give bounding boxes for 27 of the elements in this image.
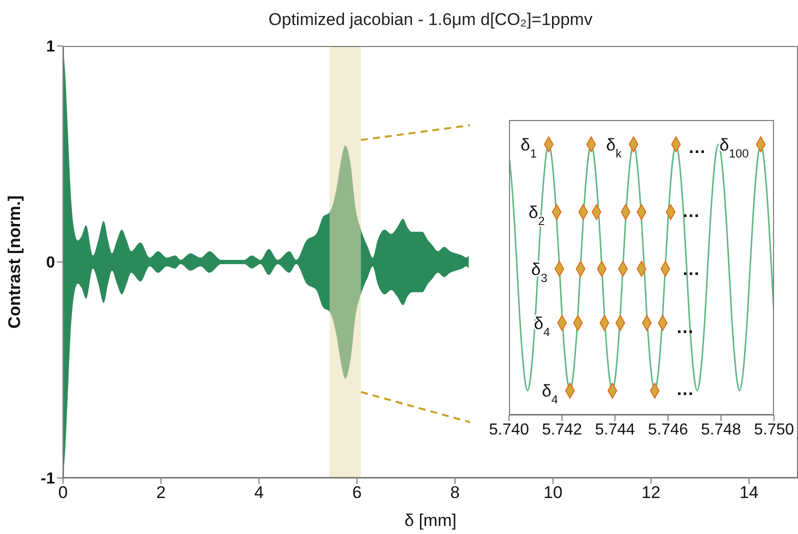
x-tick-label: 4	[254, 483, 264, 502]
chart-title: Optimized jacobian - 1.6μm d[CO₂]=1ppmv	[268, 10, 594, 30]
y-tick-label: 1	[46, 38, 56, 56]
annotation: δ$_{4}$	[542, 382, 558, 407]
y-tick-label: 0	[46, 254, 56, 272]
x-tick-label: 10	[544, 483, 562, 502]
x-tick-label: 14	[740, 483, 758, 502]
x-tick-label: 5.750	[754, 421, 794, 438]
x-tick-label: 12	[642, 483, 660, 502]
x-tick-label: 2	[156, 483, 166, 502]
annotation: …	[681, 201, 701, 221]
x-tick-label: 6	[352, 483, 362, 502]
y-axis-title: Contrast [norm.]	[5, 195, 24, 329]
x-tick-label: 5.740	[488, 421, 530, 438]
x-tick-label: 5.742	[542, 421, 582, 438]
x-tick-label: 5.746	[648, 421, 688, 438]
x-tick-label: 8	[450, 483, 460, 502]
x-axis-title: δ [mm]	[404, 511, 456, 530]
x-tick-label: 0	[58, 483, 68, 502]
annotation: δ$_{1}$	[520, 135, 538, 160]
annotation: δ$_{100}$	[719, 135, 750, 160]
annotation: δ$_{k}$	[606, 135, 622, 160]
y-tick-label: -1	[40, 470, 56, 488]
x-tick-label: 5.744	[594, 421, 636, 438]
x-tick-label: 5.748	[700, 421, 742, 438]
annotation: …	[687, 137, 707, 157]
annotation: …	[675, 379, 695, 399]
